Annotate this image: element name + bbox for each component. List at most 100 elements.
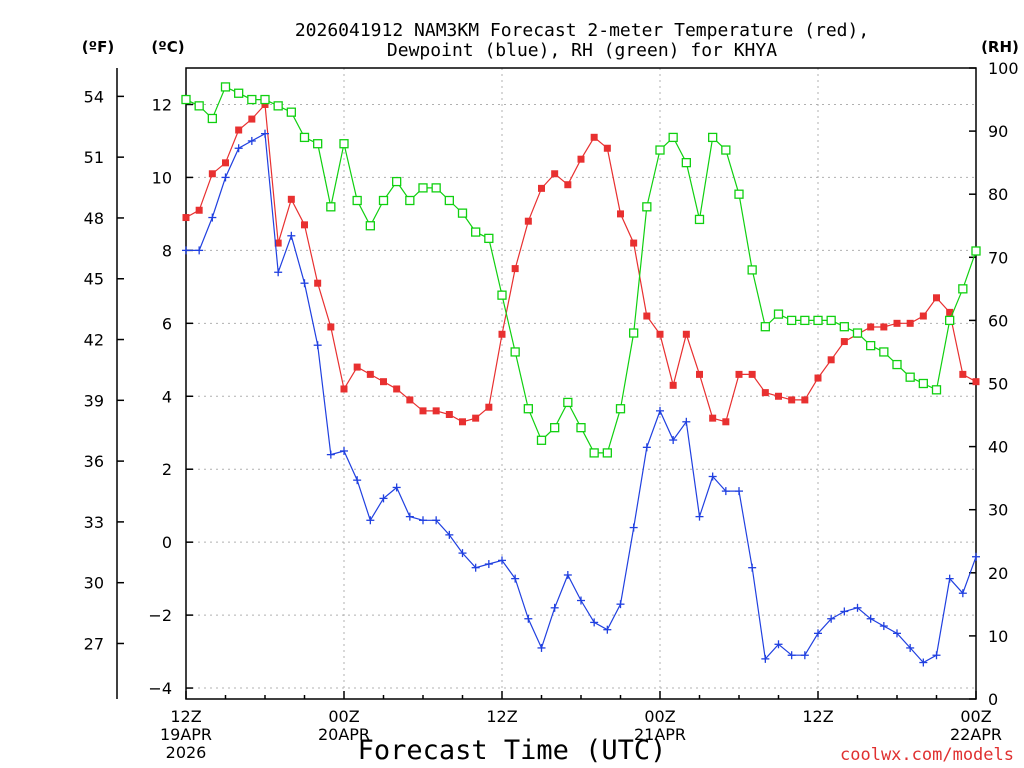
temperature-point <box>933 294 940 302</box>
dewpoint-point <box>274 268 283 277</box>
rh-point <box>839 322 849 332</box>
dewpoint-point <box>642 443 651 452</box>
dewpoint-point <box>603 625 612 634</box>
rh-point <box>629 328 639 338</box>
temperature-point <box>893 319 901 327</box>
fahrenheit-tick-label: 36 <box>84 452 104 471</box>
temperature-point <box>353 363 361 371</box>
rh-tick-label: 80 <box>988 185 1008 204</box>
temperature-point <box>880 323 888 331</box>
dewpoint-point <box>340 446 348 455</box>
temperature-point <box>432 407 440 415</box>
temperature-point <box>485 403 493 411</box>
temperature-point <box>538 184 545 192</box>
rh-tick-label: 10 <box>988 627 1008 646</box>
dewpoint-point <box>471 563 480 572</box>
dewpoint-point <box>511 574 520 583</box>
temperature-point <box>814 374 822 382</box>
temperature-point <box>235 126 243 134</box>
temperature-point <box>287 195 295 203</box>
celsius-tick-label: 0 <box>162 533 172 552</box>
temperature-point <box>919 312 927 320</box>
fahrenheit-tick-label: 27 <box>84 634 104 653</box>
celsius-tick-label: −4 <box>148 679 172 698</box>
rh-tick-label: 40 <box>988 438 1008 457</box>
x-tick-label: 20APR <box>318 725 370 744</box>
dewpoint-point <box>287 231 296 240</box>
fahrenheit-tick-label: 39 <box>84 391 104 410</box>
rh-point <box>181 94 191 105</box>
x-tick-label: 22APR <box>950 725 1002 744</box>
dewpoint-point <box>919 658 928 667</box>
dewpoint-point <box>629 523 638 532</box>
temperature-point <box>603 144 611 152</box>
dewpoint-point <box>498 556 506 565</box>
x-tick-label: 21APR <box>634 725 686 744</box>
rh-point <box>773 309 784 319</box>
temperature-point <box>617 210 624 218</box>
dewpoint-point <box>577 596 585 605</box>
series-line <box>186 132 977 664</box>
rh-point <box>852 328 863 338</box>
temperature-point <box>564 181 572 189</box>
rh-point <box>339 139 349 149</box>
dewpoint-point <box>827 614 836 623</box>
dewpoint-point <box>814 629 822 638</box>
temperature-point <box>590 133 598 141</box>
temperature-point <box>261 100 269 108</box>
rh-tick-label: 30 <box>988 501 1008 520</box>
rh-point <box>457 208 468 218</box>
fahrenheit-unit-label: (ºF) <box>82 38 114 56</box>
fahrenheit-tick-label: 30 <box>84 574 104 593</box>
celsius-tick-label: −2 <box>148 606 172 625</box>
celsius-tick-label: 8 <box>162 241 172 260</box>
series-line <box>185 103 977 423</box>
rh-point <box>431 183 441 193</box>
rh-tick-label: 70 <box>988 248 1008 267</box>
rh-point <box>352 195 362 206</box>
rh-point <box>220 82 231 92</box>
dewpoint-point <box>906 643 915 652</box>
rh-point <box>313 139 323 149</box>
fahrenheit-tick-label: 48 <box>84 209 104 228</box>
dewpoint-point <box>182 246 190 255</box>
temperature-point <box>669 381 677 389</box>
rh-point <box>299 132 310 143</box>
temperature-point <box>630 239 638 247</box>
dewpoint-point <box>353 476 362 485</box>
dewpoint-point <box>419 516 427 525</box>
x-tick-label: 00Z <box>960 707 991 726</box>
dewpoint-point <box>379 494 388 503</box>
celsius-unit-label: (ºC) <box>151 38 184 56</box>
rh-point <box>694 214 705 225</box>
rh-point <box>444 195 454 206</box>
dewpoint-point <box>300 279 309 288</box>
rh-tick-label: 60 <box>988 311 1008 330</box>
rh-point <box>589 448 599 458</box>
temperature-point <box>656 330 664 338</box>
rh-tick-label: 100 <box>988 59 1019 78</box>
temperature-point <box>840 338 848 346</box>
rh-point <box>760 322 770 332</box>
rh-point <box>787 315 797 326</box>
fahrenheit-tick-label: 54 <box>84 87 104 106</box>
data-series <box>181 82 981 667</box>
dewpoint-point <box>669 436 678 445</box>
dewpoint-point <box>774 640 783 649</box>
temperature-point <box>340 385 348 393</box>
rh-point <box>655 145 665 155</box>
chart-title: 2026041912 NAM3KM Forecast 2-meter Tempe… <box>295 20 869 61</box>
rh-point <box>931 385 942 395</box>
rh-point <box>536 435 547 445</box>
dewpoint-point <box>682 417 691 426</box>
rh-point <box>247 94 257 105</box>
temperature-point <box>827 356 835 364</box>
rh-point <box>326 202 336 212</box>
rh-point <box>273 101 283 111</box>
dewpoint-point <box>879 622 888 631</box>
dewpoint-point <box>866 614 875 623</box>
temperature-point <box>643 312 651 320</box>
temperature-point <box>222 159 229 167</box>
rh-tick-label: 50 <box>988 375 1008 394</box>
dewpoint-point <box>247 136 256 145</box>
